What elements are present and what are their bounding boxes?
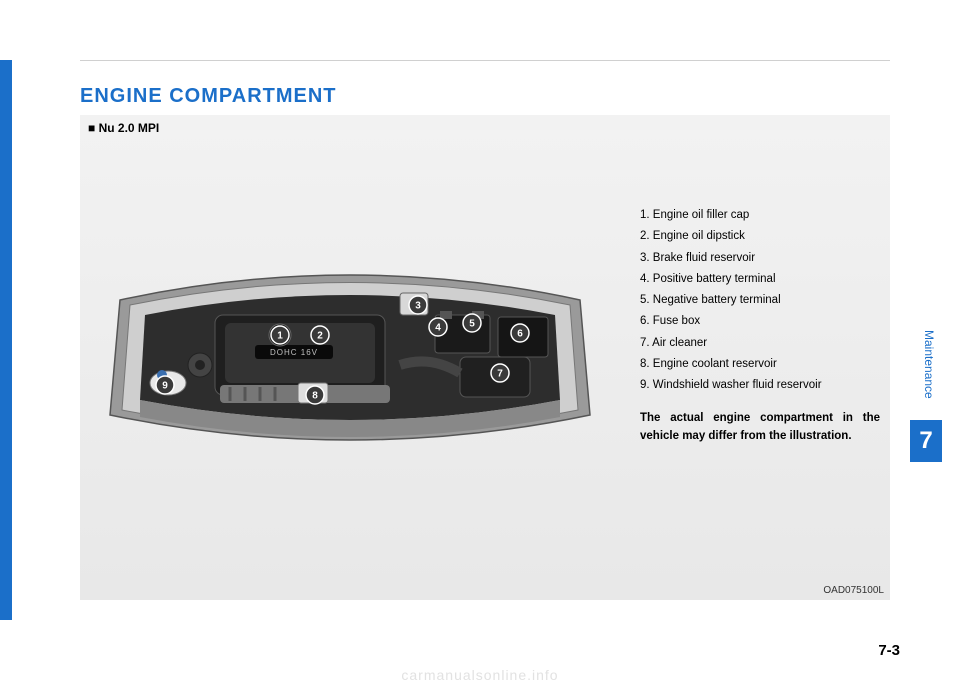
figure-code: OAD075100L	[823, 585, 884, 596]
page-number: 7-3	[878, 642, 900, 659]
callout-number: 8	[312, 391, 318, 402]
callout-number: 3	[415, 301, 421, 312]
legend-item: 8. Engine coolant reservoir	[640, 354, 880, 375]
legend-item: 3. Brake fluid reservoir	[640, 248, 880, 269]
legend-item: 7. Air cleaner	[640, 333, 880, 354]
figure-panel: ■ Nu 2.0 MPI DOHC 16V	[80, 115, 890, 600]
left-blue-tab	[0, 60, 12, 620]
legend-item: 6. Fuse box	[640, 311, 880, 332]
legend-item: 9. Windshield washer fluid reservoir	[640, 375, 880, 396]
callout-number: 2	[317, 331, 323, 342]
legend-item: 4. Positive battery terminal	[640, 269, 880, 290]
callout-number: 9	[162, 381, 168, 392]
callout-number: 6	[517, 329, 523, 340]
page-heading: ENGINE COMPARTMENT	[80, 85, 337, 108]
engine-variant-label: ■ Nu 2.0 MPI	[88, 121, 159, 135]
engine-illustration: DOHC 16V 1 2 3 4 5 6 7 8 9	[100, 245, 600, 465]
legend-item: 5. Negative battery terminal	[640, 290, 880, 311]
top-horizontal-rule	[80, 60, 890, 61]
callout-number: 7	[497, 369, 503, 380]
callout-number: 4	[435, 323, 441, 334]
watermark-text: carmanualsonline.info	[0, 667, 960, 683]
legend-note: The actual engine compartment in the veh…	[640, 410, 880, 446]
side-section-label: Maintenance	[922, 330, 936, 399]
callout-number: 5	[469, 319, 475, 330]
legend-item: 1. Engine oil filler cap	[640, 205, 880, 226]
legend-item: 2. Engine oil dipstick	[640, 226, 880, 247]
engine-badge-text: DOHC 16V	[270, 348, 318, 357]
chapter-number-tab: 7	[910, 420, 942, 462]
legend-list: 1. Engine oil filler cap2. Engine oil di…	[640, 205, 880, 446]
callout-number: 1	[277, 331, 283, 342]
